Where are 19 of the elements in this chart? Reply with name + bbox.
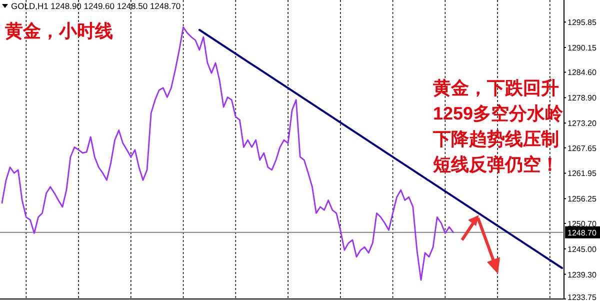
y-tick-label: 1256.25 bbox=[568, 194, 598, 204]
annotation: 短线反弹仍空！ bbox=[432, 154, 559, 174]
annotation: 1259多空分水岭 bbox=[433, 104, 564, 124]
y-tick-label: 1267.65 bbox=[568, 144, 598, 153]
y-tick-label: 1278.90 bbox=[568, 94, 598, 103]
y-tick-label: 1250.70 bbox=[568, 219, 598, 228]
y-tick-label: 1295.85 bbox=[568, 18, 598, 28]
annotation: 下降趋势线压制 bbox=[432, 129, 559, 149]
y-tick-label: 1284.60 bbox=[568, 68, 598, 78]
annotation: 黄金，下跌回升 bbox=[432, 78, 559, 98]
y-tick-label: 1245.00 bbox=[568, 244, 598, 254]
y-tick-label: 1273.20 bbox=[568, 119, 598, 128]
y-tick-label: 1239.30 bbox=[568, 270, 598, 280]
y-tick-label: 1233.75 bbox=[568, 293, 598, 302]
y-tick-label: 1261.95 bbox=[568, 169, 598, 178]
annotation: GOLD,H1 1248.90 1249.60 1248.50 1248.70 bbox=[11, 1, 181, 11]
y-tick-label: 1290.15 bbox=[568, 43, 598, 52]
ref-line-label: 1248.70 bbox=[568, 228, 598, 238]
text: 黄金，小时线 bbox=[4, 21, 113, 41]
